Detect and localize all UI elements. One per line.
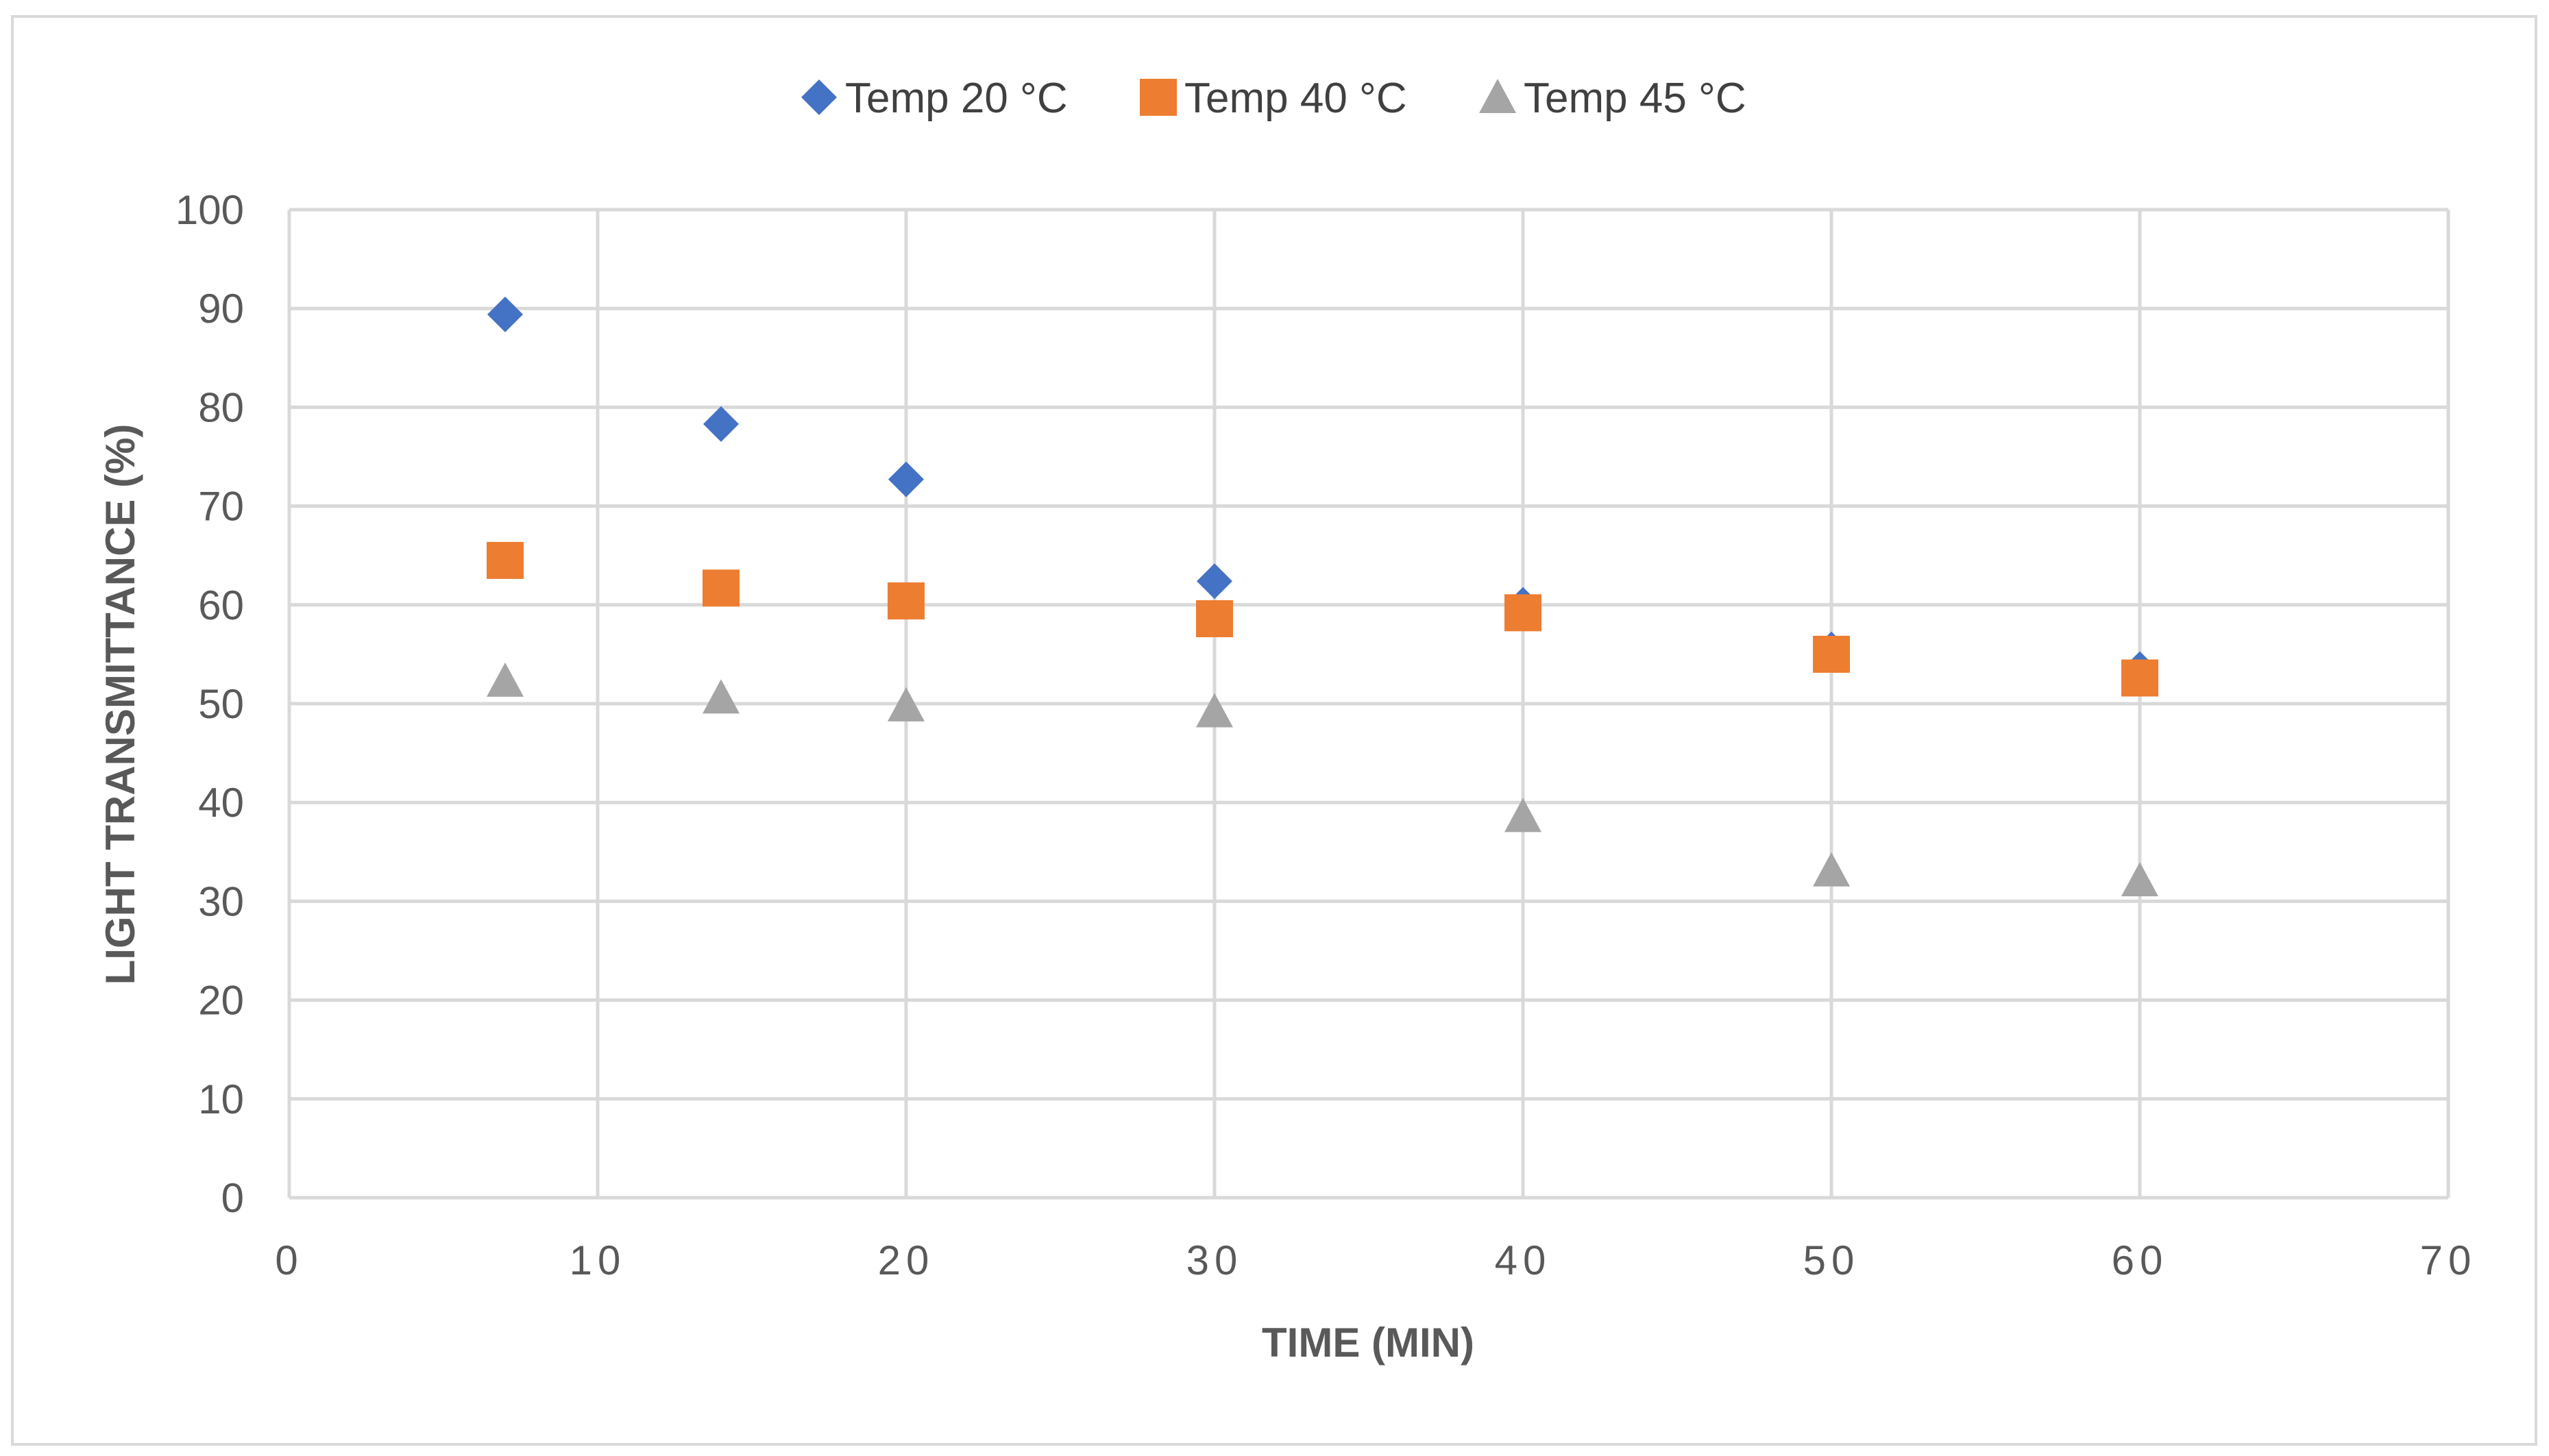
square-point bbox=[1504, 594, 1541, 632]
square-point bbox=[1813, 635, 1850, 673]
legend-item: Temp 45 °C bbox=[1479, 75, 1746, 122]
legend-item: Temp 40 °C bbox=[1140, 75, 1407, 122]
square-point bbox=[1196, 600, 1233, 637]
legend-label: Temp 40 °C bbox=[1184, 75, 1407, 122]
square-point bbox=[703, 569, 740, 607]
legend-label: Temp 45 °C bbox=[1524, 75, 1746, 122]
x-tick-label: 40 bbox=[1495, 1237, 1552, 1283]
legend: Temp 20 °C Temp 40 °C Temp 45 °C bbox=[801, 75, 1746, 122]
y-tick-label: 20 bbox=[198, 978, 244, 1024]
y-tick-label: 100 bbox=[175, 187, 244, 233]
y-tick-label: 80 bbox=[198, 384, 244, 430]
chart-frame bbox=[11, 15, 2537, 1446]
triangle-point bbox=[1196, 693, 1233, 728]
triangle-point bbox=[888, 687, 925, 721]
triangle-point bbox=[1504, 798, 1541, 832]
series-1 bbox=[487, 296, 2158, 687]
tick-labels: 0 10 20 30 40 50 60 70 80 90 100 0 10 20 30 40 50 60 70 bbox=[175, 187, 2477, 1283]
square-point bbox=[487, 541, 524, 579]
diamond-point bbox=[888, 461, 924, 497]
triangle-point bbox=[703, 679, 740, 714]
square-point bbox=[2121, 659, 2158, 697]
y-tick-label: 40 bbox=[198, 780, 244, 826]
triangle-point bbox=[1813, 852, 1850, 887]
diamond-point bbox=[1197, 563, 1232, 600]
data-points bbox=[487, 296, 2158, 897]
y-tick-label: 30 bbox=[198, 878, 244, 924]
diamond-legend-icon bbox=[801, 79, 837, 115]
series-2 bbox=[487, 541, 2158, 697]
triangle-point bbox=[487, 662, 524, 697]
diamond-point bbox=[703, 406, 739, 442]
gridlines bbox=[287, 208, 2450, 1200]
x-tick-label: 0 bbox=[275, 1237, 303, 1283]
y-tick-label: 0 bbox=[221, 1175, 244, 1221]
y-tick-label: 60 bbox=[198, 582, 244, 628]
x-tick-label: 10 bbox=[570, 1237, 626, 1283]
legend-item: Temp 20 °C bbox=[801, 75, 1068, 122]
x-tick-label: 70 bbox=[2420, 1237, 2477, 1283]
y-tick-label: 50 bbox=[198, 681, 244, 727]
diamond-point bbox=[487, 296, 523, 332]
square-point bbox=[888, 582, 925, 620]
y-tick-label: 90 bbox=[198, 286, 244, 332]
legend-label: Temp 20 °C bbox=[845, 75, 1068, 122]
triangle-point bbox=[2121, 862, 2158, 897]
x-tick-label: 30 bbox=[1186, 1237, 1243, 1283]
x-tick-label: 50 bbox=[1803, 1237, 1860, 1283]
triangle-legend-icon bbox=[1479, 79, 1516, 113]
y-tick-label: 10 bbox=[198, 1076, 244, 1122]
x-tick-label: 20 bbox=[878, 1237, 935, 1283]
x-axis-title: TIME (MIN) bbox=[1262, 1320, 1474, 1366]
y-axis-title: LIGHT TRANSMITTANCE (%) bbox=[97, 424, 143, 985]
y-tick-label: 70 bbox=[198, 484, 244, 530]
series-3 bbox=[487, 662, 2158, 897]
x-tick-label: 60 bbox=[2112, 1237, 2169, 1283]
square-legend-icon bbox=[1140, 79, 1177, 116]
